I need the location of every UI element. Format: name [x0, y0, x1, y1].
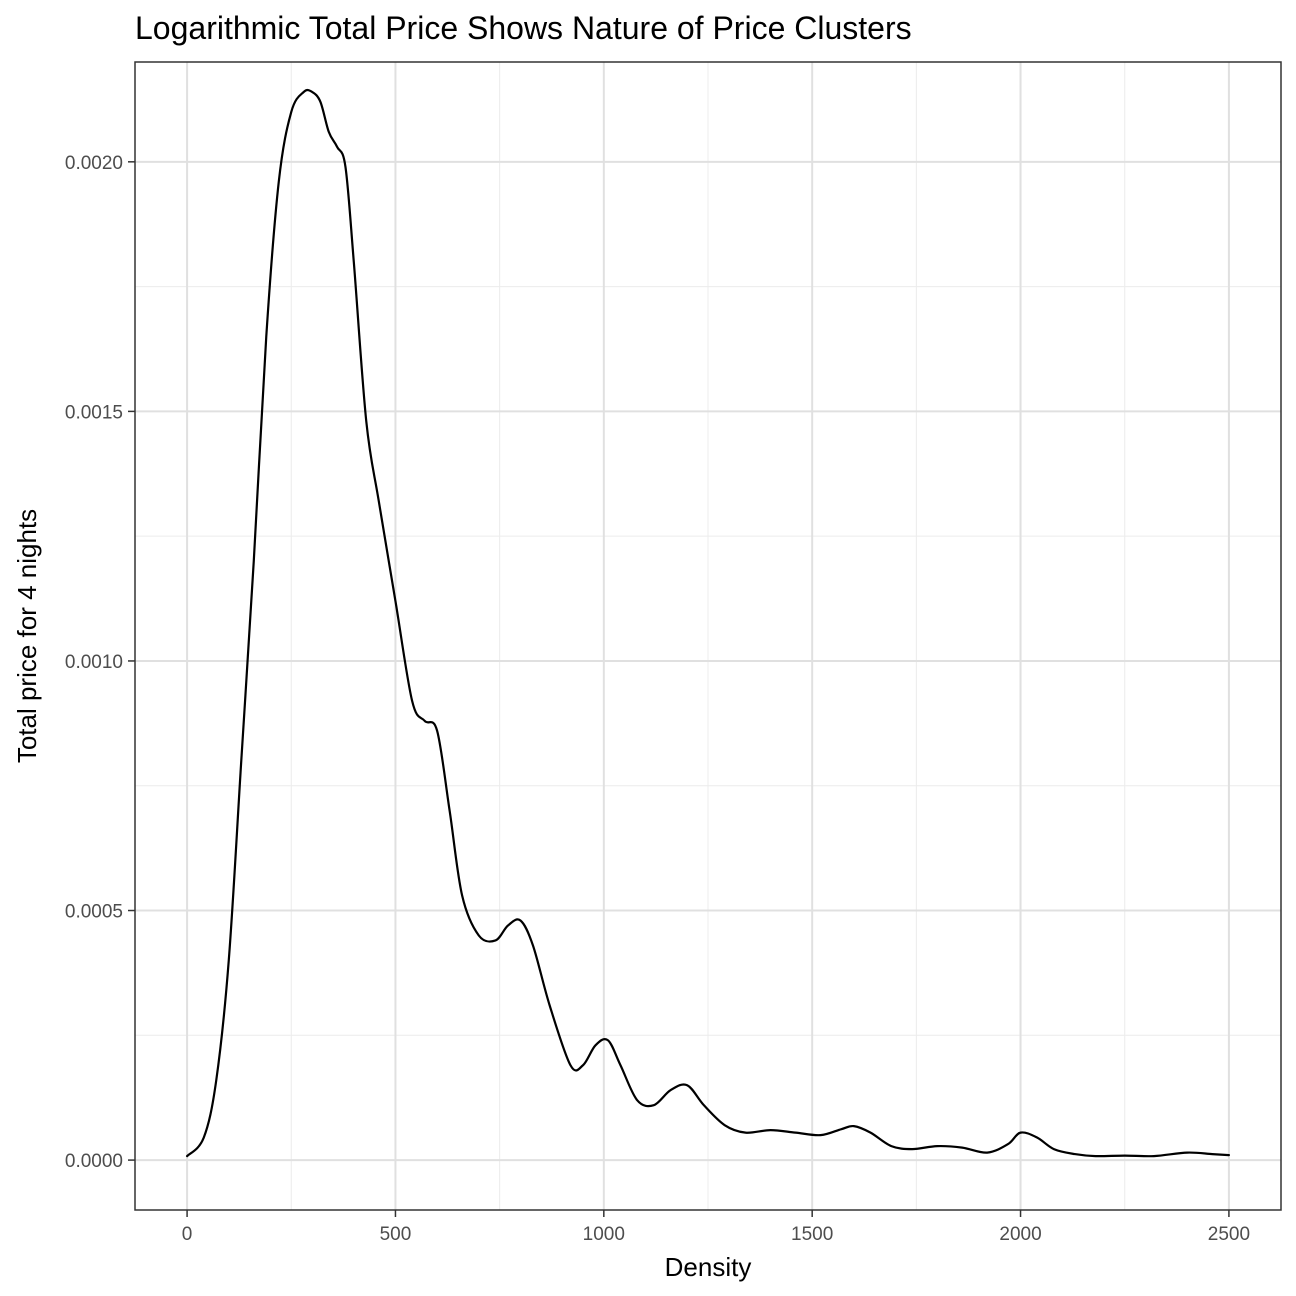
y-axis-title: Total price for 4 nights [12, 509, 42, 763]
x-tick-label-1: 500 [380, 1224, 412, 1245]
y-tick-label-4: 0.0020 [65, 153, 123, 174]
x-tick-label-4: 2000 [999, 1224, 1041, 1245]
y-tick-label-3: 0.0015 [65, 402, 123, 423]
x-axis-title: Density [665, 1252, 752, 1282]
x-tick-label-5: 2500 [1208, 1224, 1250, 1245]
x-tick-label-3: 1500 [791, 1224, 833, 1245]
y-axis: 0.0000 0.0005 0.0010 0.0015 0.0020 [65, 153, 135, 1172]
chart-title: Logarithmic Total Price Shows Nature of … [135, 10, 912, 46]
y-tick-label-0: 0.0000 [65, 1151, 123, 1172]
x-tick-label-0: 0 [182, 1224, 193, 1245]
series-layer [185, 88, 1231, 1158]
major-gridlines [135, 62, 1281, 1210]
density-curve-density [185, 88, 1231, 1158]
y-tick-label-1: 0.0005 [65, 902, 123, 923]
plot-panel-border [134, 61, 1282, 1211]
minor-gridlines [135, 62, 1281, 1210]
x-tick-label-2: 1000 [583, 1224, 625, 1245]
x-axis: 0 500 1000 1500 2000 2500 [182, 1210, 1250, 1245]
y-tick-label-2: 0.0010 [65, 652, 123, 673]
